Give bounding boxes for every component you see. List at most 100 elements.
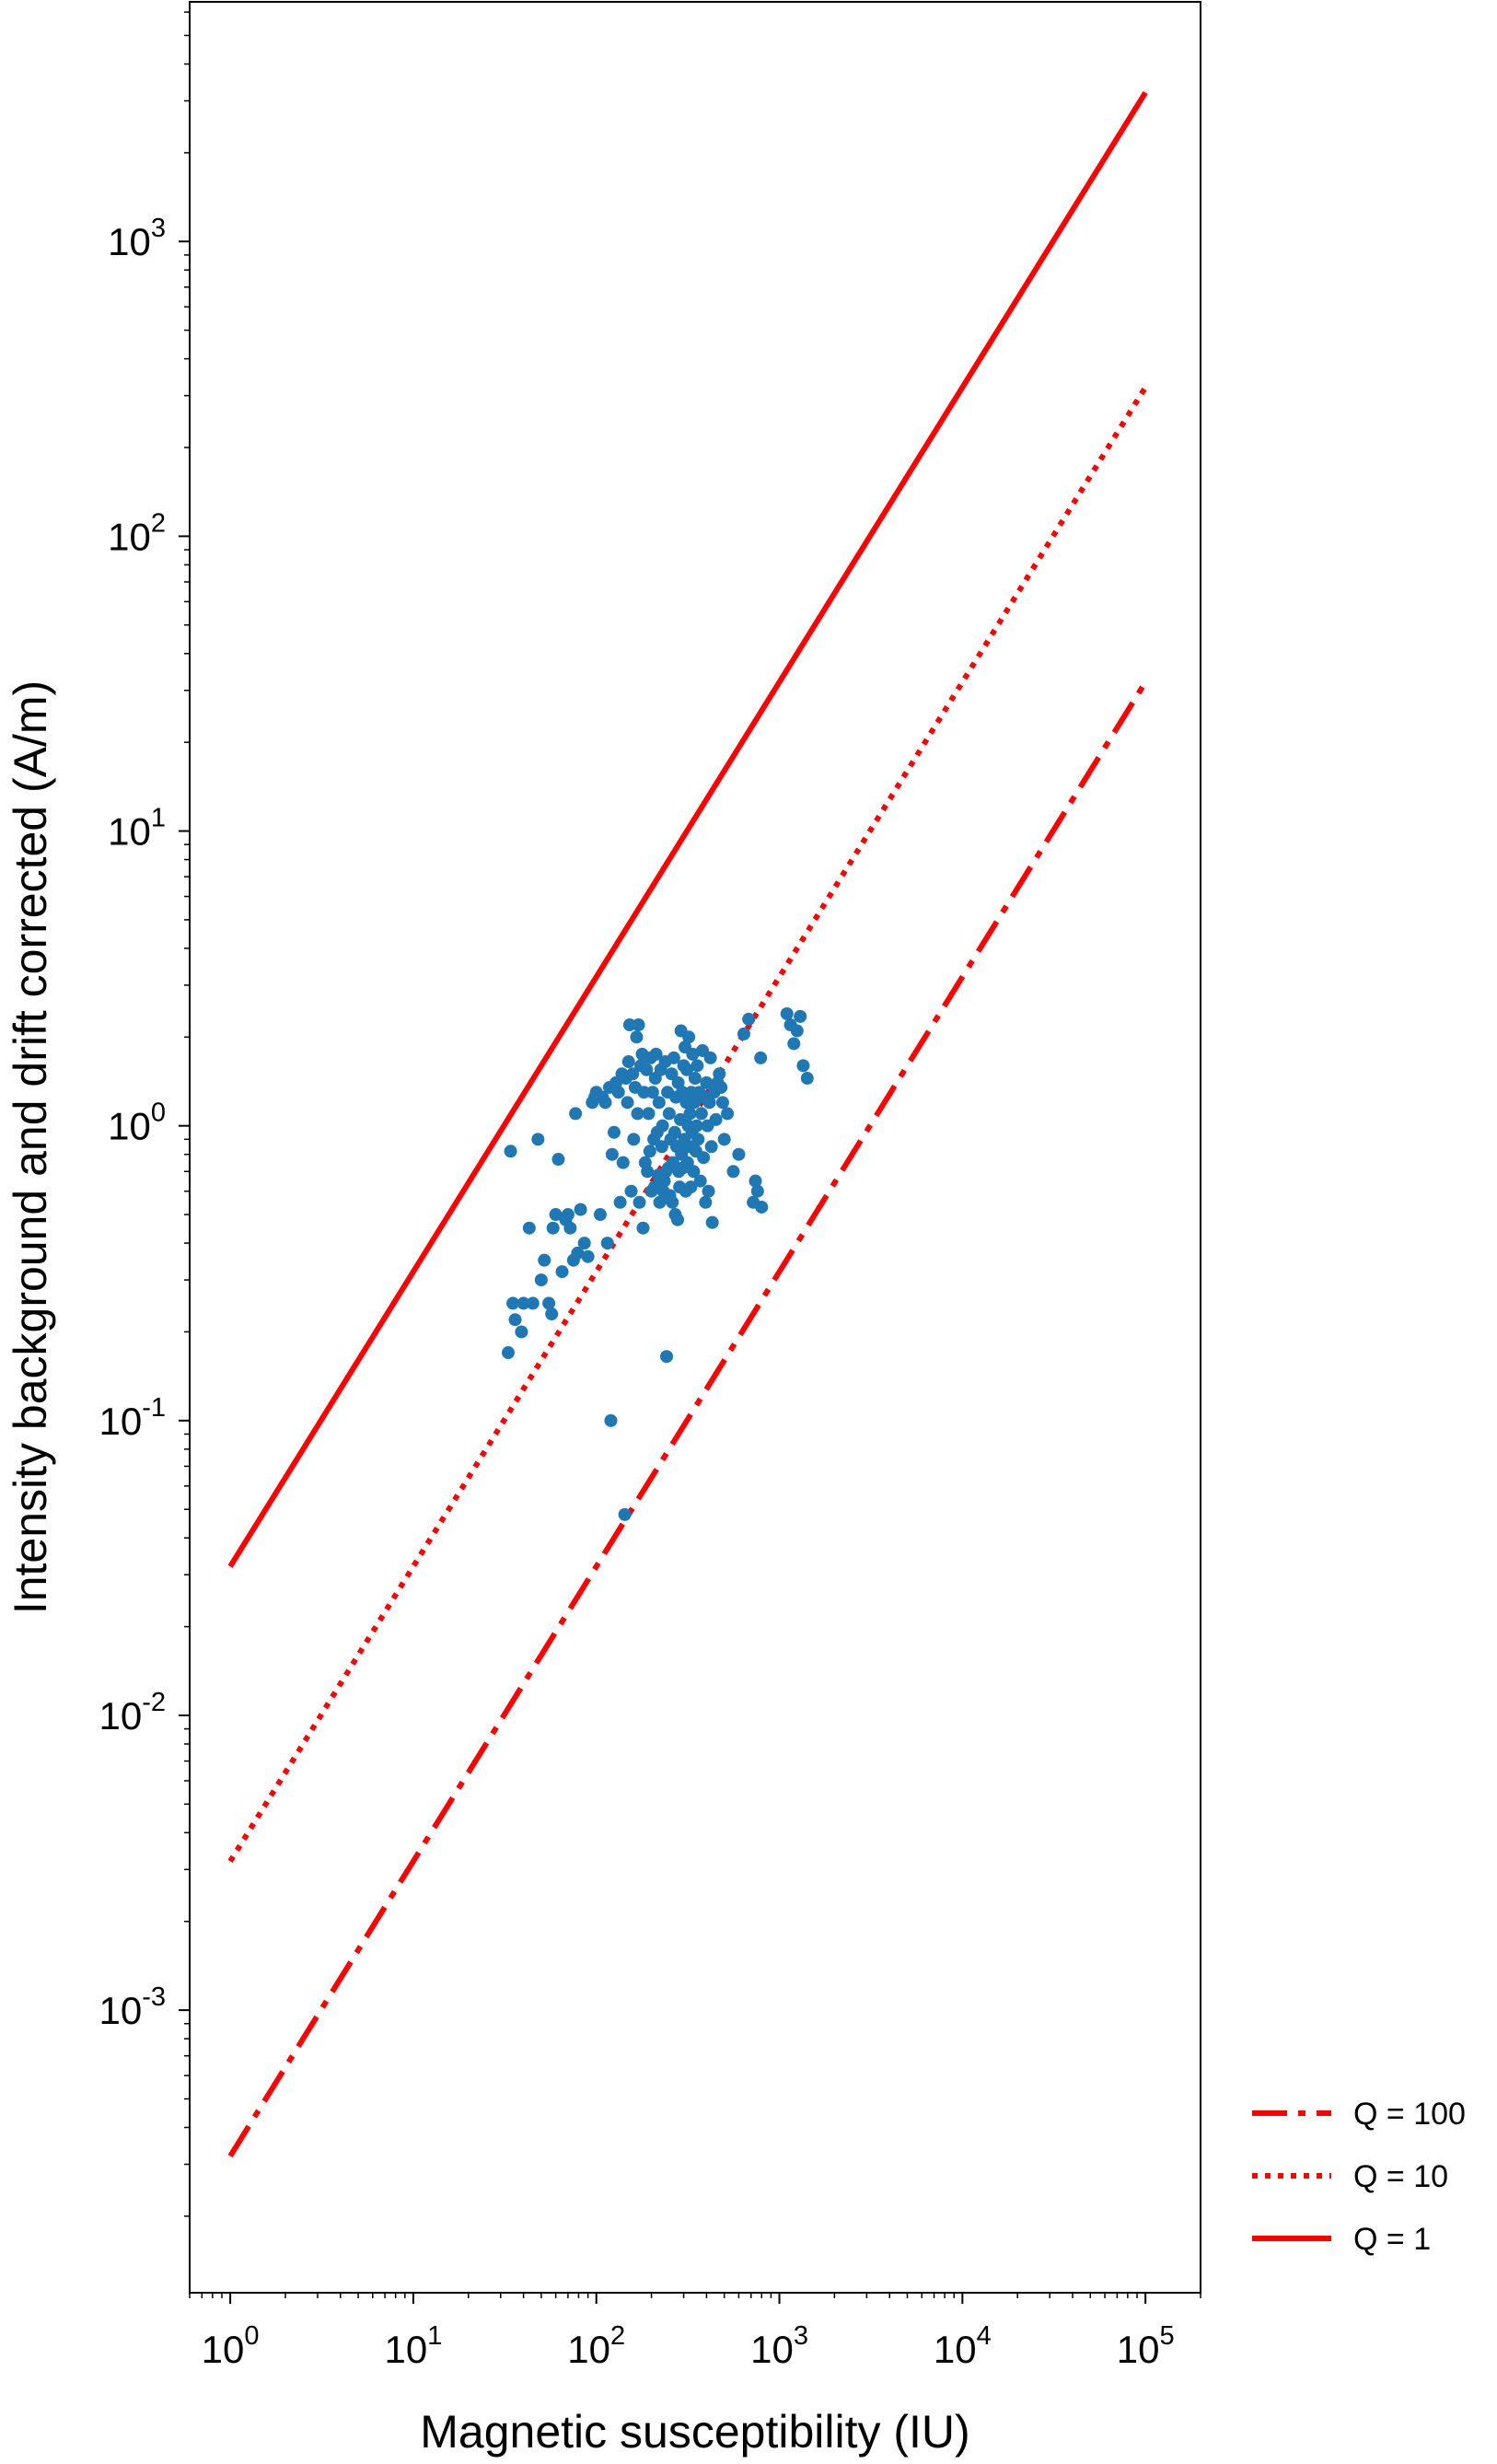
x-tick-label: 101 — [384, 2321, 442, 2371]
data-point — [621, 1055, 635, 1069]
y-tick-label: 10-3 — [99, 1982, 166, 2032]
data-point — [800, 1072, 814, 1086]
data-point — [688, 1096, 702, 1110]
x-tick-label: 102 — [567, 2321, 625, 2371]
data-point — [624, 1184, 638, 1198]
x-tick-label: 100 — [202, 2321, 260, 2371]
x-tick-label: 104 — [934, 2321, 992, 2371]
data-point — [657, 1174, 671, 1188]
data-point — [693, 1174, 707, 1188]
data-point — [683, 1107, 697, 1121]
data-point — [515, 1325, 528, 1339]
data-point — [534, 1273, 548, 1287]
data-point — [705, 1215, 719, 1229]
data-point — [641, 1165, 655, 1179]
data-point — [666, 1195, 679, 1209]
data-point — [613, 1195, 627, 1209]
x-tick-label: 105 — [1117, 2321, 1175, 2371]
data-point — [607, 1125, 621, 1139]
data-point — [630, 1030, 644, 1044]
data-point — [715, 1096, 729, 1110]
data-point — [717, 1133, 731, 1146]
data-point — [694, 1107, 708, 1121]
data-point — [656, 1119, 669, 1133]
y-axis-label: Intensity background and drift corrected… — [5, 680, 56, 1614]
data-point — [502, 1346, 516, 1360]
data-point — [796, 1059, 810, 1073]
scatter-points — [502, 1006, 814, 1521]
data-point — [571, 1246, 585, 1260]
data-point — [686, 1047, 700, 1061]
data-point — [714, 1080, 728, 1094]
data-point — [655, 1140, 668, 1154]
x-axis: 100 101 102 103 104 105 — [189, 2293, 1201, 2371]
data-point — [542, 1296, 556, 1310]
data-point — [702, 1184, 715, 1198]
data-point — [600, 1237, 614, 1250]
data-point — [732, 1147, 746, 1161]
y-tick-label: 103 — [108, 214, 166, 263]
data-point — [699, 1195, 713, 1209]
data-point — [794, 1009, 807, 1023]
data-point — [622, 1018, 636, 1032]
data-point — [691, 1133, 705, 1146]
data-point — [640, 1063, 654, 1076]
data-point — [703, 1051, 717, 1064]
data-point — [636, 1221, 650, 1235]
data-point — [632, 1195, 646, 1209]
data-point — [690, 1059, 704, 1073]
data-point — [621, 1096, 634, 1110]
data-point — [581, 1249, 595, 1263]
plot-frame — [189, 1, 1201, 2294]
data-point — [538, 1253, 551, 1267]
data-point — [611, 1086, 625, 1099]
data-point — [652, 1096, 666, 1110]
data-point — [721, 1107, 735, 1121]
reference-line — [227, 680, 1148, 2158]
data-point — [667, 1051, 680, 1064]
data-point — [605, 1147, 619, 1161]
y-tick-label: 101 — [108, 804, 166, 854]
data-point — [787, 1037, 801, 1051]
data-point — [577, 1237, 591, 1250]
data-point — [660, 1350, 674, 1364]
data-point — [780, 1006, 794, 1020]
data-point — [679, 1063, 693, 1076]
data-point — [704, 1140, 718, 1154]
data-point — [604, 1413, 618, 1427]
data-point — [531, 1133, 545, 1146]
data-point — [642, 1107, 656, 1121]
data-point — [682, 1030, 696, 1044]
data-point — [687, 1165, 701, 1179]
data-point — [688, 1072, 702, 1086]
data-point — [713, 1067, 726, 1081]
data-point — [755, 1200, 769, 1214]
legend: Q = 100 Q = 10 Q = 1 — [1252, 2097, 1466, 2257]
data-point — [726, 1165, 740, 1179]
data-point — [593, 1208, 607, 1222]
data-point — [643, 1145, 656, 1158]
reference-line — [227, 90, 1148, 1568]
x-axis-label: Magnetic susceptibility (IU) — [420, 2406, 969, 2458]
data-point — [549, 1208, 563, 1222]
data-point — [709, 1112, 723, 1126]
data-point — [662, 1107, 676, 1121]
data-point — [737, 1027, 751, 1040]
data-point — [697, 1151, 711, 1165]
data-point — [555, 1265, 569, 1279]
data-point — [702, 1096, 716, 1110]
data-point — [665, 1067, 679, 1081]
data-point — [690, 1119, 703, 1133]
data-point — [546, 1221, 560, 1235]
data-point — [653, 1195, 667, 1209]
legend-label: Q = 100 — [1353, 2097, 1466, 2132]
data-point — [504, 1145, 517, 1158]
data-point — [526, 1296, 540, 1310]
y-tick-label: 10-1 — [99, 1393, 166, 1443]
data-point — [748, 1174, 762, 1188]
data-point — [616, 1156, 630, 1169]
y-axis: 10-3 10-2 10-1 100 101 102 103 — [99, 11, 190, 2217]
data-point — [506, 1296, 520, 1310]
data-point — [700, 1075, 714, 1089]
